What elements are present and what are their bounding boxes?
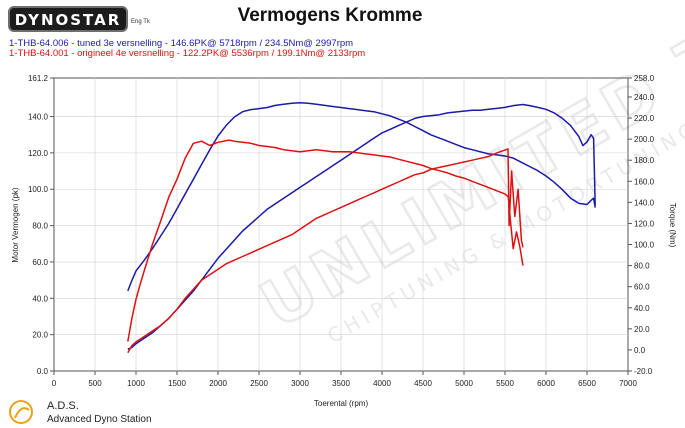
x-tick-label: 5000 <box>455 379 473 388</box>
x-tick-label: 1000 <box>127 379 145 388</box>
y2-tick-label: 258.0 <box>634 74 655 83</box>
y-tick-label: 161.2 <box>28 74 49 83</box>
logo-text: DYNOSTAR <box>14 11 122 29</box>
y2-tick-label: 240.0 <box>634 93 655 102</box>
y2-tick-label: 60.0 <box>634 283 650 292</box>
series-original-torque-line <box>127 139 524 342</box>
x-tick-label: 3500 <box>332 379 350 388</box>
x-tick-label: 500 <box>88 379 102 388</box>
y-tick-label: 140.0 <box>28 113 49 122</box>
y-tick-label: 80.0 <box>32 222 48 231</box>
legend-entry-tuned: 1-THB-64.006 - tuned 3e versnelling - 14… <box>9 38 354 49</box>
x-axis-label: Toerental (rpm) <box>314 399 369 408</box>
y2-tick-label: -20.0 <box>634 367 653 376</box>
series-tuned-power-line <box>127 103 596 350</box>
y-axis-left: 0.0 20.0 40.0 60.0 80.0 100.0 120.0 140.0 161.2 <box>28 74 54 376</box>
legend-entry-original: 1-THB-64.001 - origineel 4e versnelling … <box>9 48 366 59</box>
ads-name: A.D.S. <box>47 400 79 412</box>
x-tick-label: 1500 <box>168 379 186 388</box>
y2-axis-label: Torque (Nm) <box>668 203 677 248</box>
x-tick-label: 2000 <box>209 379 227 388</box>
x-tick-label: 2500 <box>250 379 268 388</box>
x-tick-label: 3000 <box>291 379 309 388</box>
y2-tick-label: 220.0 <box>634 114 655 123</box>
series-lines <box>127 102 596 354</box>
y-tick-label: 100.0 <box>28 185 49 194</box>
ads-description: Advanced Dyno Station <box>47 414 152 425</box>
y-axis-label: Motor Vermogen (pk) <box>11 187 20 262</box>
x-tick-label: 4500 <box>414 379 432 388</box>
y2-tick-label: 0.0 <box>634 346 646 355</box>
x-tick-label: 6500 <box>578 379 596 388</box>
y2-tick-label: 20.0 <box>634 325 650 334</box>
y-tick-label: 40.0 <box>32 294 48 303</box>
x-tick-label: 7000 <box>619 379 637 388</box>
logo-subtext: Eng Tk <box>131 19 150 25</box>
y-tick-label: 0.0 <box>37 367 49 376</box>
y2-tick-label: 100.0 <box>634 241 655 250</box>
y2-tick-label: 120.0 <box>634 219 655 228</box>
y2-tick-label: 180.0 <box>634 156 655 165</box>
x-tick-label: 5500 <box>496 379 514 388</box>
dynostar-logo: DYNOSTAR <box>8 6 128 32</box>
y2-tick-label: 200.0 <box>634 135 655 144</box>
x-tick-label: 4000 <box>373 379 391 388</box>
series-tuned-torque-line <box>127 102 596 292</box>
x-tick-label: 0 <box>52 379 57 388</box>
x-tick-label: 6000 <box>537 379 555 388</box>
y-tick-label: 60.0 <box>32 258 48 267</box>
series-original-power-line <box>127 148 524 354</box>
grid <box>54 78 628 371</box>
y2-tick-label: 80.0 <box>634 262 650 271</box>
y-tick-label: 120.0 <box>28 149 49 158</box>
y-axis-right: -20.0 0.0 20.0 40.0 60.0 80.0 100.0 120.0 140.0 1… <box>628 74 655 376</box>
y2-tick-label: 40.0 <box>634 304 650 313</box>
y-tick-label: 20.0 <box>32 331 48 340</box>
y2-tick-label: 140.0 <box>634 198 655 207</box>
chart-title: Vermogens Kromme <box>237 5 423 26</box>
x-axis: 0 500 1000 1500 2000 2500 3000 3500 4000 4500 5000… <box>52 371 637 388</box>
y2-tick-label: 160.0 <box>634 177 655 186</box>
ads-logo-icon <box>9 400 33 424</box>
